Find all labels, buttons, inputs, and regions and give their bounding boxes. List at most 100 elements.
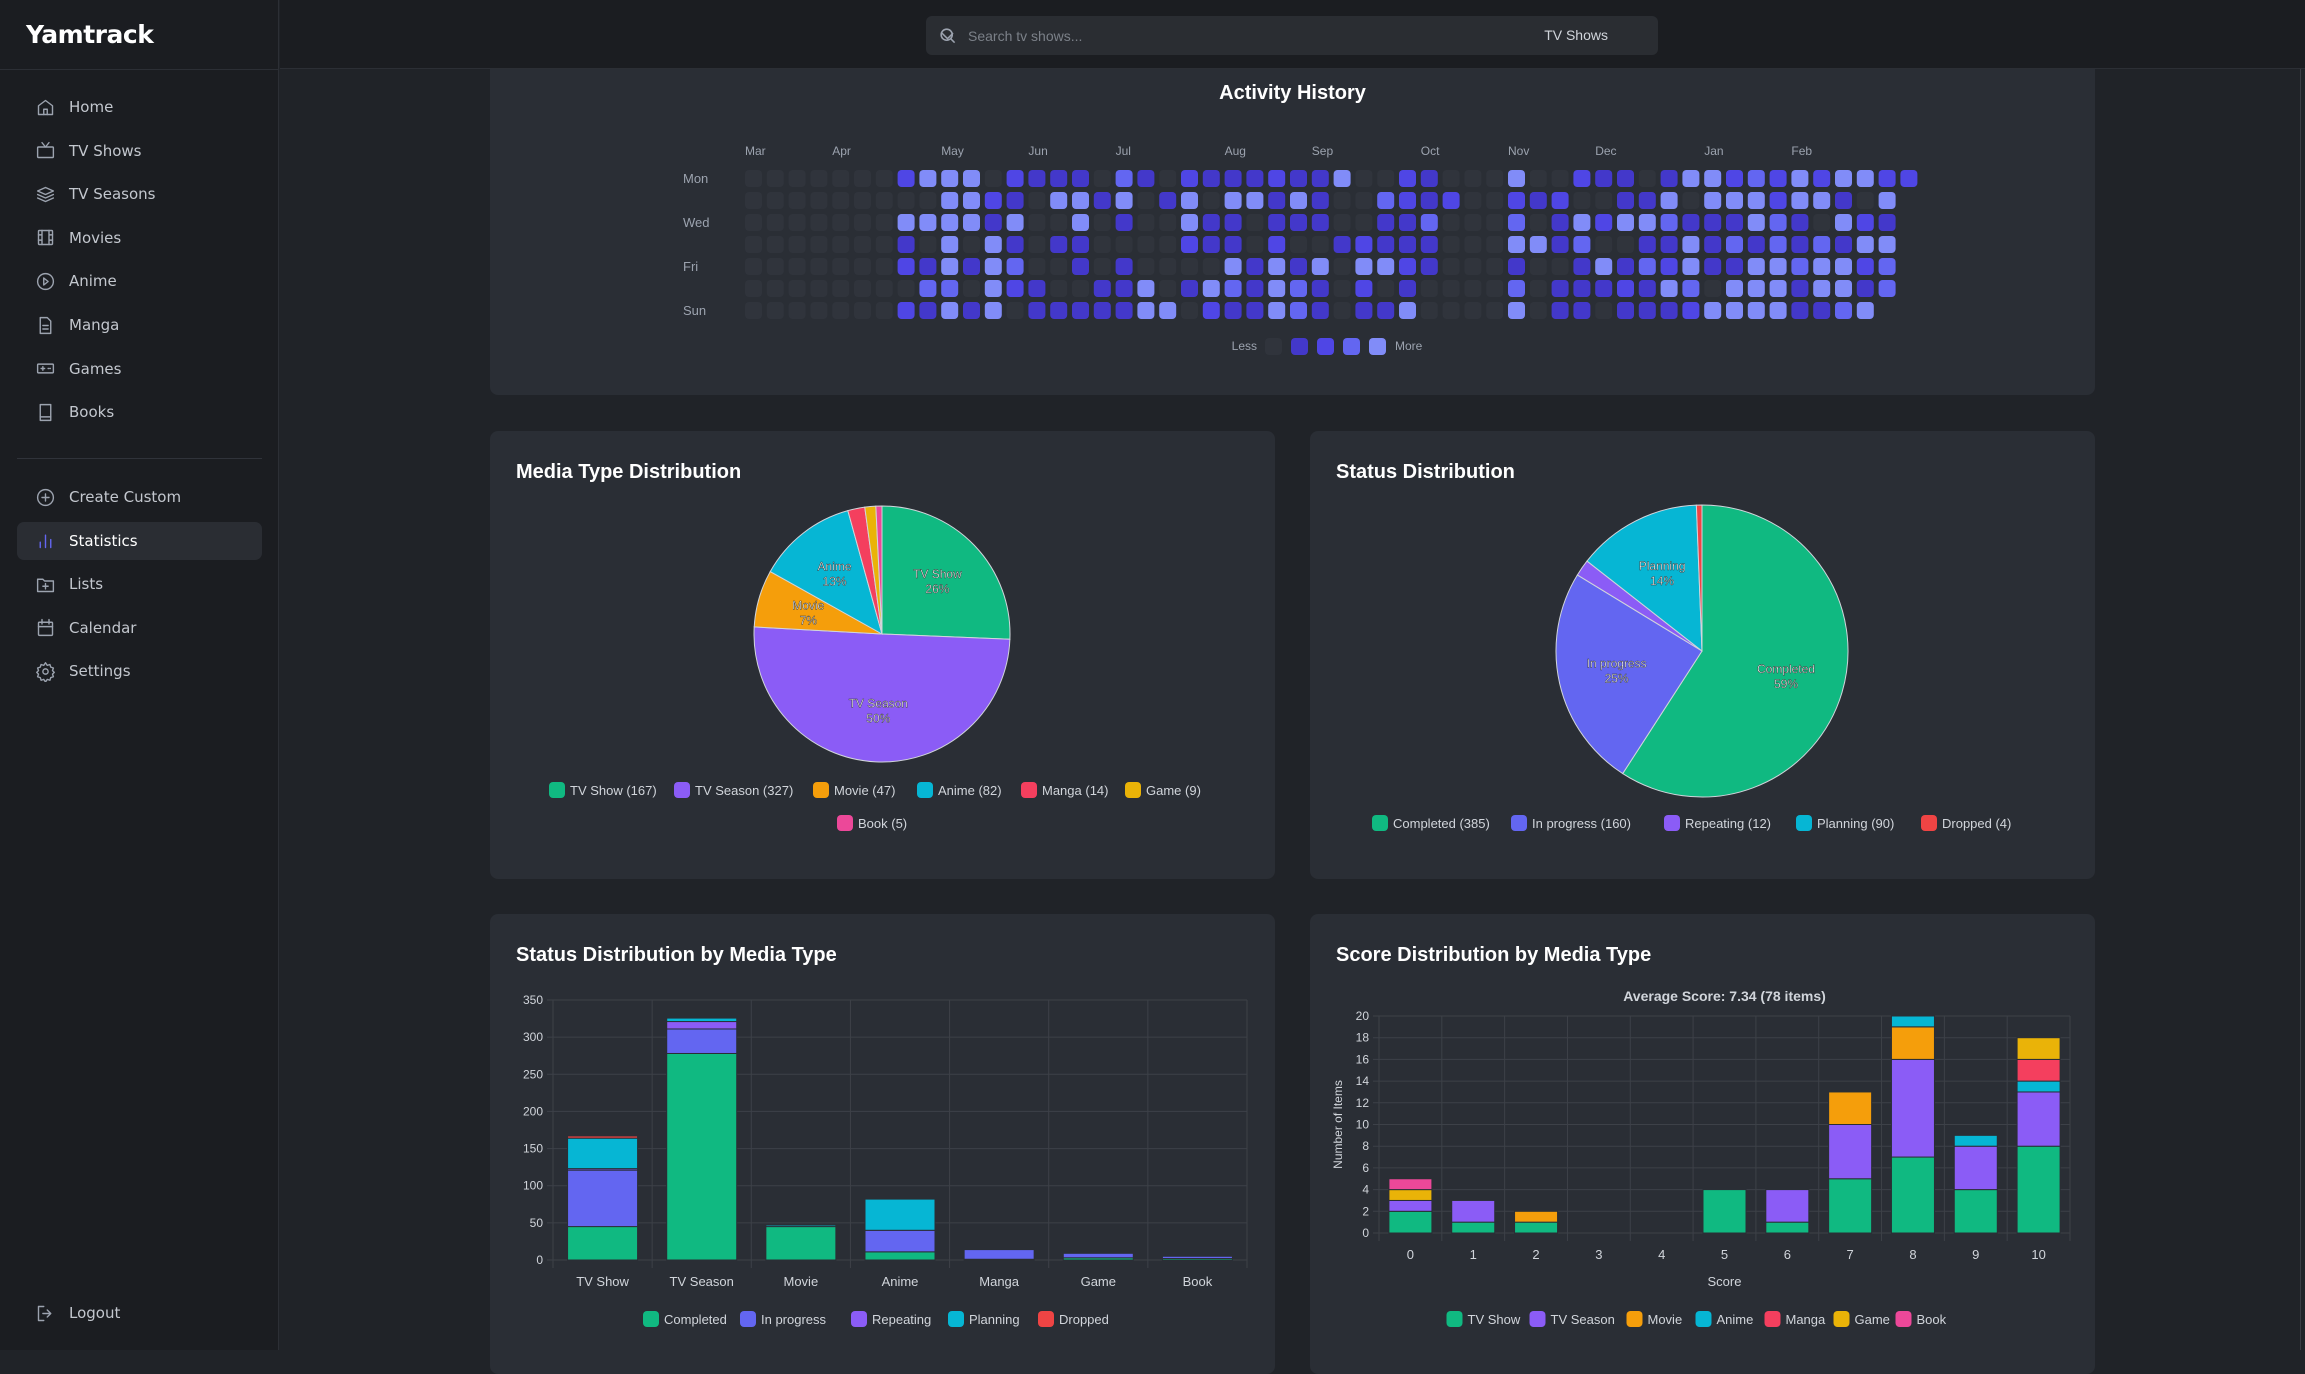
sidebar-item-create-custom[interactable]: Create Custom — [17, 478, 262, 516]
activity-cell[interactable] — [1093, 214, 1111, 231]
activity-cell[interactable] — [1268, 192, 1286, 209]
activity-cell[interactable] — [1791, 192, 1809, 209]
activity-cell[interactable] — [1791, 170, 1809, 187]
activity-cell[interactable] — [1246, 302, 1264, 319]
activity-cell[interactable] — [897, 280, 915, 297]
activity-cell[interactable] — [1028, 258, 1046, 275]
activity-cell[interactable] — [832, 192, 850, 209]
pie-slice-planning[interactable] — [1586, 504, 1703, 653]
legend-swatch[interactable] — [813, 782, 829, 798]
sidebar-item-logout[interactable]: Logout — [17, 1294, 262, 1332]
bar-segment-movie[interactable] — [1828, 1091, 1873, 1125]
activity-cell[interactable] — [1268, 280, 1286, 297]
activity-cell[interactable] — [810, 214, 828, 231]
activity-cell[interactable] — [854, 258, 871, 275]
media-type-select[interactable]: TV Shows — [1544, 27, 1608, 43]
activity-cell[interactable] — [788, 236, 806, 253]
activity-cell[interactable] — [1290, 280, 1307, 297]
activity-cell[interactable] — [1224, 192, 1242, 209]
bar-segment-tv-season[interactable] — [1828, 1124, 1873, 1180]
activity-cell[interactable] — [1377, 258, 1395, 275]
bar-segment-game[interactable] — [2016, 1037, 2061, 1060]
activity-cell[interactable] — [1464, 214, 1482, 231]
activity-cell[interactable] — [1900, 170, 1918, 187]
activity-cell[interactable] — [984, 192, 1002, 209]
activity-cell[interactable] — [1333, 214, 1351, 231]
activity-cell[interactable] — [1878, 170, 1896, 187]
bar-segment-planning[interactable] — [567, 1137, 639, 1170]
activity-cell[interactable] — [1508, 192, 1525, 209]
activity-cell[interactable] — [1726, 258, 1743, 275]
activity-cell[interactable] — [1224, 170, 1242, 187]
activity-cell[interactable] — [1595, 192, 1613, 209]
app-logo[interactable]: Yamtrack — [26, 20, 154, 49]
activity-cell[interactable] — [1399, 302, 1416, 319]
activity-cell[interactable] — [1551, 258, 1569, 275]
activity-cell[interactable] — [1726, 170, 1743, 187]
activity-cell[interactable] — [1856, 302, 1874, 319]
legend-swatch[interactable] — [1833, 1311, 1850, 1327]
activity-cell[interactable] — [1115, 236, 1133, 253]
activity-cell[interactable] — [1747, 258, 1765, 275]
activity-cell[interactable] — [788, 280, 806, 297]
activity-cell[interactable] — [1072, 192, 1089, 209]
bar-segment-tv-season[interactable] — [1388, 1199, 1433, 1212]
activity-cell[interactable] — [1704, 302, 1722, 319]
bar-segment-tv-show[interactable] — [1702, 1189, 1747, 1234]
activity-cell[interactable] — [1072, 280, 1089, 297]
activity-cell[interactable] — [984, 214, 1002, 231]
sidebar-item-statistics[interactable]: Statistics — [17, 521, 262, 560]
activity-cell[interactable] — [1464, 192, 1482, 209]
activity-cell[interactable] — [1137, 236, 1155, 253]
activity-cell[interactable] — [854, 192, 871, 209]
sidebar-item-manga[interactable]: Manga — [17, 306, 262, 344]
activity-cell[interactable] — [1377, 236, 1395, 253]
activity-cell[interactable] — [1072, 170, 1089, 187]
activity-cell[interactable] — [1617, 258, 1634, 275]
activity-cell[interactable] — [1028, 192, 1046, 209]
activity-cell[interactable] — [766, 214, 784, 231]
activity-cell[interactable] — [854, 280, 871, 297]
activity-cell[interactable] — [963, 192, 980, 209]
activity-cell[interactable] — [1682, 170, 1700, 187]
bar-segment-anime[interactable] — [1890, 1015, 1935, 1028]
activity-cell[interactable] — [1006, 302, 1024, 319]
activity-cell[interactable] — [1682, 214, 1700, 231]
activity-cell[interactable] — [832, 214, 850, 231]
activity-cell[interactable] — [1355, 214, 1373, 231]
activity-cell[interactable] — [1333, 192, 1351, 209]
activity-cell[interactable] — [1442, 280, 1460, 297]
activity-cell[interactable] — [1399, 170, 1416, 187]
activity-cell[interactable] — [1856, 236, 1874, 253]
activity-cell[interactable] — [1638, 236, 1656, 253]
activity-cell[interactable] — [745, 302, 762, 319]
activity-cell[interactable] — [1464, 170, 1482, 187]
activity-cell[interactable] — [1791, 302, 1809, 319]
activity-cell[interactable] — [875, 236, 893, 253]
activity-cell[interactable] — [1355, 236, 1373, 253]
activity-cell[interactable] — [1878, 280, 1896, 297]
activity-cell[interactable] — [810, 258, 828, 275]
activity-cell[interactable] — [1747, 192, 1765, 209]
activity-cell[interactable] — [1551, 236, 1569, 253]
activity-cell[interactable] — [919, 258, 937, 275]
activity-cell[interactable] — [1224, 214, 1242, 231]
activity-cell[interactable] — [1006, 236, 1024, 253]
legend-swatch[interactable] — [1664, 815, 1680, 831]
activity-cell[interactable] — [1333, 280, 1351, 297]
bar-segment-completed[interactable] — [765, 1226, 837, 1261]
activity-cell[interactable] — [1835, 214, 1852, 231]
activity-cell[interactable] — [897, 302, 915, 319]
activity-cell[interactable] — [1464, 280, 1482, 297]
activity-cell[interactable] — [1617, 192, 1634, 209]
activity-cell[interactable] — [897, 236, 915, 253]
activity-cell[interactable] — [1617, 280, 1634, 297]
activity-cell[interactable] — [1420, 302, 1438, 319]
activity-cell[interactable] — [1202, 170, 1220, 187]
activity-cell[interactable] — [1159, 214, 1177, 231]
activity-cell[interactable] — [1813, 258, 1831, 275]
activity-cell[interactable] — [1660, 280, 1678, 297]
activity-cell[interactable] — [1747, 236, 1765, 253]
activity-cell[interactable] — [1202, 302, 1220, 319]
legend-swatch[interactable] — [740, 1311, 756, 1327]
